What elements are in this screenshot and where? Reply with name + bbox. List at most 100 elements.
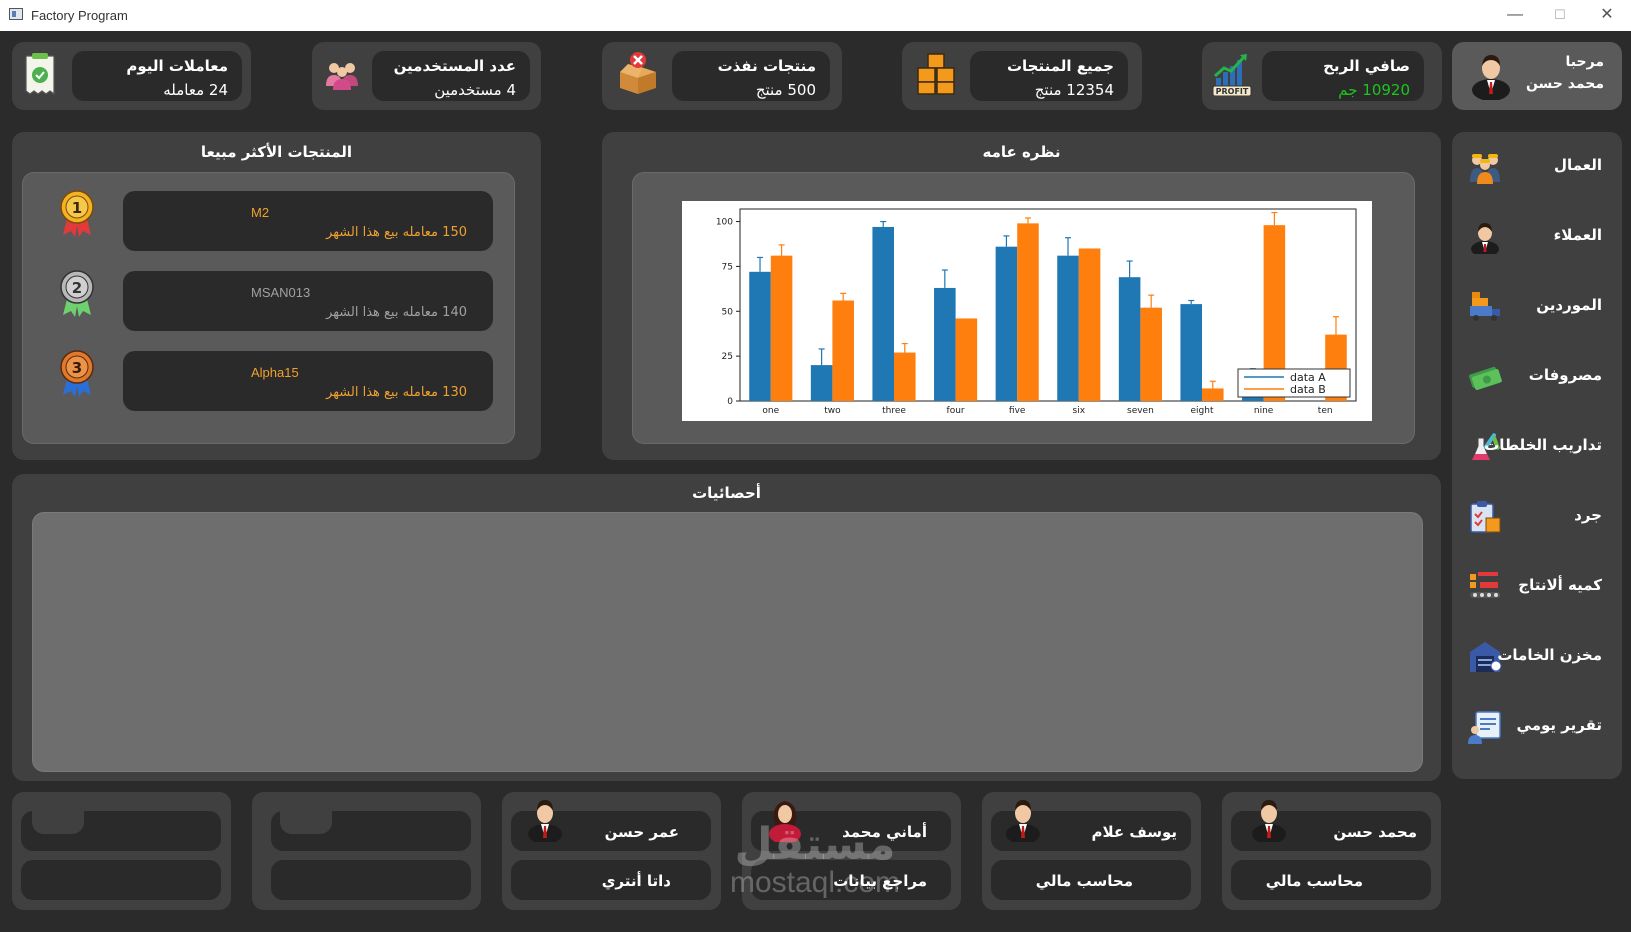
empty-box-icon bbox=[620, 52, 656, 94]
employee-empty-avatar-6 bbox=[32, 802, 84, 834]
employee-role-3: مراجع بيانات bbox=[833, 872, 927, 890]
employee-name-2: يوسف علام bbox=[1091, 823, 1177, 841]
bar-data-b bbox=[1140, 307, 1162, 401]
production-line-icon bbox=[1470, 572, 1500, 598]
bar-data-b bbox=[1202, 388, 1224, 401]
employee-role-pill-4: داتا أنتري bbox=[511, 860, 711, 900]
x-tick-label: four bbox=[947, 406, 965, 416]
close-button[interactable]: ✕ bbox=[1600, 6, 1614, 23]
bar-data-b bbox=[770, 255, 793, 401]
employee-card-empty-5 bbox=[252, 792, 481, 910]
svg-text:PROFIT: PROFIT bbox=[1216, 87, 1249, 96]
employee-role-pill-2: محاسب مالي bbox=[991, 860, 1191, 900]
stat-pill-out-of-stock: منتجات نفذت 500 منتج bbox=[672, 51, 830, 101]
x-tick-label: three bbox=[882, 406, 906, 416]
stat-value-users: 4 مستخدمين bbox=[434, 81, 516, 99]
inventory-clipboard-icon bbox=[1470, 501, 1501, 533]
stat-title-profit: صافي الربح bbox=[1323, 57, 1410, 75]
stat-title-out-of-stock: منتجات نفذت bbox=[717, 57, 816, 75]
window-titlebar: Factory Program — ☐ ✕ bbox=[0, 0, 1631, 31]
bronze-medal-icon: 3 bbox=[60, 350, 94, 397]
bar-data-a bbox=[810, 365, 833, 401]
stat-pill-profit: صافي الربح 10920 جم bbox=[1262, 51, 1424, 101]
sidebar-label-workers: العمال bbox=[1554, 156, 1602, 174]
bar-data-a bbox=[1180, 304, 1202, 401]
y-tick-label: 25 bbox=[722, 352, 733, 362]
x-tick-label: seven bbox=[1127, 406, 1154, 416]
top-products-list: 1 M2 150 معامله بيع هذا الشهر 2 MSAN013 … bbox=[22, 172, 515, 444]
minimize-button[interactable]: — bbox=[1507, 6, 1523, 23]
sidebar-item-workers[interactable]: العمال bbox=[1452, 136, 1610, 196]
stat-card-users: عدد المستخدمين 4 مستخدمين bbox=[312, 42, 541, 110]
bar-data-b bbox=[1078, 248, 1101, 401]
top-product-card-1[interactable]: M2 150 معامله بيع هذا الشهر bbox=[123, 191, 493, 251]
sidebar-item-warehouse[interactable]: مخزن الخامات bbox=[1452, 626, 1610, 686]
employee-avatar-icon-1 bbox=[1252, 800, 1286, 842]
top-product-name-2: MSAN013 bbox=[251, 285, 311, 300]
chart-plot-frame bbox=[739, 208, 1357, 402]
sidebar-item-mixtures[interactable]: تداريب الخلطات bbox=[1452, 416, 1610, 476]
app-window-icon bbox=[9, 8, 23, 20]
employee-card-4: عمر حسن داتا أنتري bbox=[502, 792, 721, 910]
stat-card-out-of-stock: منتجات نفذت 500 منتج bbox=[602, 42, 842, 110]
bar-data-b bbox=[832, 300, 854, 401]
top-product-card-3[interactable]: Alpha15 130 معامله بيع هذا الشهر bbox=[123, 351, 493, 411]
chart-legend-box bbox=[1237, 368, 1351, 398]
statistics-area bbox=[32, 512, 1423, 772]
employee-card-3: أماني محمد مراجع بيانات bbox=[742, 792, 961, 910]
bar-data-a bbox=[934, 287, 956, 401]
sidebar-item-daily-report[interactable]: تقرير يومي bbox=[1452, 696, 1610, 756]
boxes-icon bbox=[917, 53, 955, 95]
medal-rank-1: 1 bbox=[72, 199, 82, 217]
top-product-name-1: M2 bbox=[251, 205, 270, 220]
bar-data-a bbox=[995, 246, 1018, 401]
sidebar-label-clients: العملاء bbox=[1553, 226, 1602, 244]
sidebar-label-warehouse: مخزن الخامات bbox=[1497, 646, 1602, 664]
warehouse-icon bbox=[1470, 642, 1502, 672]
stat-value-all-products: 12354 منتج bbox=[1034, 81, 1114, 99]
top-products-panel: المنتجات الأكثر مبيعا 1 M2 150 معامله بي… bbox=[12, 132, 541, 460]
stat-title-users: عدد المستخدمين bbox=[393, 57, 516, 75]
stat-title-transactions: معاملات اليوم bbox=[126, 57, 228, 75]
employee-name-4: عمر حسن bbox=[604, 823, 679, 841]
sidebar-item-suppliers[interactable]: الموردين bbox=[1452, 276, 1610, 336]
y-tick-label: 100 bbox=[716, 218, 733, 228]
stat-pill-transactions: معاملات اليوم 24 معامله bbox=[72, 51, 242, 101]
employee-empty-avatar-5 bbox=[280, 802, 332, 834]
stat-title-all-products: جميع المنتجات bbox=[1006, 57, 1114, 75]
money-icon bbox=[1469, 366, 1502, 391]
bar-data-a bbox=[872, 226, 894, 401]
maximize-button[interactable]: ☐ bbox=[1554, 7, 1566, 22]
welcome-user-name: محمد حسن bbox=[1525, 76, 1604, 92]
sidebar-item-expenses[interactable]: مصروفات bbox=[1452, 346, 1610, 406]
top-product-card-2[interactable]: MSAN013 140 معامله بيع هذا الشهر bbox=[123, 271, 493, 331]
employee-role-2: محاسب مالي bbox=[1035, 872, 1133, 890]
top-products-title: المنتجات الأكثر مبيعا bbox=[200, 143, 353, 161]
employee-card-2: يوسف علام محاسب مالي bbox=[982, 792, 1201, 910]
bar-data-b bbox=[894, 352, 916, 401]
x-tick-label: ten bbox=[1318, 406, 1333, 416]
employee-avatar-icon-2 bbox=[1006, 800, 1040, 842]
sidebar-item-production[interactable]: كميه ألانتاج bbox=[1452, 556, 1610, 616]
bar-data-a bbox=[1118, 277, 1141, 401]
top-product-sales-3: 130 معامله بيع هذا الشهر bbox=[326, 385, 467, 400]
lab-flask-icon bbox=[1471, 433, 1500, 461]
sidebar-label-suppliers: الموردين bbox=[1536, 296, 1602, 314]
medal-rank-2: 2 bbox=[72, 279, 82, 297]
stat-pill-all-products: جميع المنتجات 12354 منتج bbox=[970, 51, 1128, 101]
employee-name-3: أماني محمد bbox=[842, 823, 927, 841]
sidebar-item-clients[interactable]: العملاء bbox=[1452, 206, 1610, 266]
top-product-name-3: Alpha15 bbox=[251, 365, 299, 380]
stat-value-transactions: 24 معامله bbox=[163, 81, 228, 99]
users-icon bbox=[326, 63, 358, 90]
x-tick-label: five bbox=[1009, 406, 1026, 416]
legend-label: data B bbox=[1290, 383, 1326, 396]
stat-card-transactions: معاملات اليوم 24 معامله bbox=[12, 42, 251, 110]
sidebar-label-daily-report: تقرير يومي bbox=[1516, 716, 1602, 734]
stat-value-out-of-stock: 500 منتج bbox=[755, 81, 816, 99]
top-product-sales-2: 140 معامله بيع هذا الشهر bbox=[326, 305, 467, 320]
legend-label: data A bbox=[1290, 371, 1326, 384]
sidebar-item-inventory[interactable]: جرد bbox=[1452, 486, 1610, 546]
employee-role-4: داتا أنتري bbox=[601, 872, 671, 890]
bar-data-a bbox=[1057, 255, 1079, 401]
